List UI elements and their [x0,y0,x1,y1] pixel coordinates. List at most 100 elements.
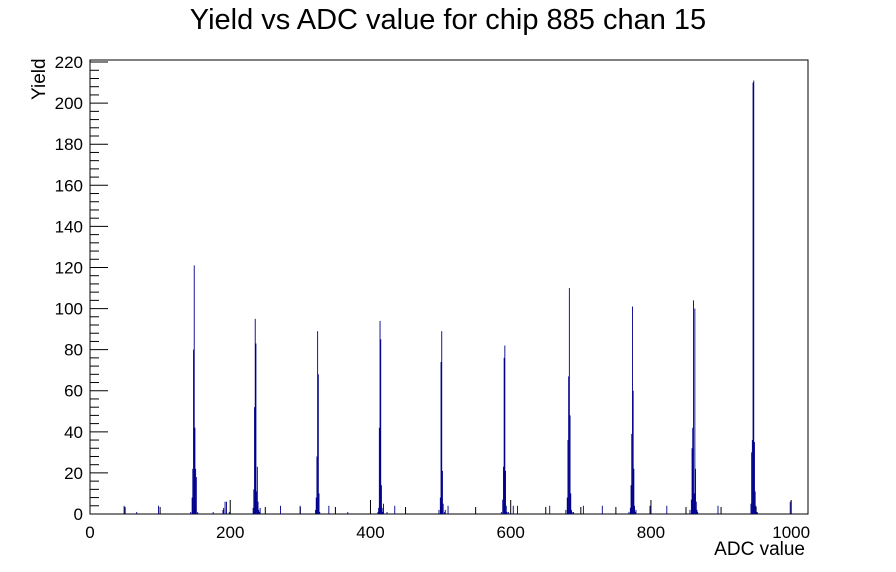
histogram-bar [195,477,197,514]
histogram-bar [755,505,757,514]
x-tick-label: 600 [497,523,525,542]
histogram-bar [697,511,699,514]
histogram-bar [380,485,382,514]
histogram-bar [280,505,281,514]
histogram-bar [631,433,633,514]
y-tick-label: 120 [55,258,83,277]
histogram-bar [512,505,514,514]
histogram-bar [567,440,569,514]
histogram-bar [601,505,603,514]
histogram-bar [256,466,258,514]
histogram-bar [629,507,631,514]
histogram-bar [752,82,754,514]
histogram-bar [634,505,636,514]
histogram-bar [695,501,697,514]
histogram-bar [649,505,651,514]
histogram-bar [635,509,637,514]
y-tick-label: 180 [55,135,83,154]
histogram-bar [383,503,384,514]
histogram-bars [123,80,791,515]
histogram-bar [195,468,197,514]
x-tick-label: 400 [356,523,384,542]
histogram-bar [504,345,506,514]
histogram-bar [447,505,449,514]
histogram-bar [566,497,568,514]
histogram-bar [690,499,692,514]
histogram-bar [258,511,260,514]
histogram-bar [753,80,755,515]
histogram-bar [190,511,192,514]
histogram-bar [549,505,551,514]
histogram-bar [347,511,349,514]
histogram-bar [380,339,382,514]
x-tick-label: 800 [637,523,665,542]
histogram-bar [502,466,504,514]
x-axis-label: ADC value [714,539,805,560]
histogram-bar [212,511,214,514]
x-axis: 0 200 400 600 800 1000 [85,500,810,542]
histogram-bar [505,470,506,514]
histogram-bar [317,374,319,514]
histogram-bar [628,511,630,514]
histogram-bar [751,440,753,514]
histogram-bar [252,507,254,514]
histogram-bar [444,509,446,514]
histogram-bar [691,448,693,514]
histogram-bar [328,505,330,514]
histogram-bar [378,507,380,514]
y-tick-label: 0 [74,505,83,524]
histogram-bar [228,511,230,514]
histogram-bar [254,318,256,514]
histogram-bar [500,511,502,514]
histogram-bar [223,507,225,514]
y-tick-label: 160 [55,176,83,195]
histogram-bar [582,505,584,514]
histogram-bar [568,288,570,514]
histogram-bar [378,427,380,514]
histogram-bar [259,507,261,514]
histogram-bar [695,468,697,514]
y-tick-label: 220 [55,53,83,72]
histogram-bar [694,308,696,514]
histogram-bar [226,501,227,514]
y-axis-label: Yield [29,58,50,100]
histogram-bar [379,320,381,514]
x-tick-label: 200 [216,523,244,542]
histogram-bar [439,497,441,514]
histogram-bar [444,511,445,514]
histogram-bar [633,468,635,514]
chart-title: Yield vs ADC value for chip 885 chan 15 [189,4,707,36]
histogram-bar [506,511,508,514]
histogram-bar [123,505,125,514]
histogram-bar [193,349,194,514]
histogram-bar [441,331,443,514]
plot-frame [89,59,809,515]
histogram-bar [503,357,505,514]
histogram-bar [756,511,758,514]
histogram-bar [192,468,194,514]
y-tick-label: 80 [64,341,83,360]
histogram-bar [571,511,573,514]
y-tick-label: 20 [64,464,83,483]
histogram-bar [197,511,199,514]
histogram-bar [630,485,632,514]
histogram-bar [191,497,193,514]
histogram-bar [634,511,636,514]
histogram-bar [632,306,633,514]
histogram-bar [442,503,444,514]
histogram-bar [319,511,321,514]
histogram-bar [136,511,138,514]
histogram-bar [789,501,791,514]
histogram-bar [573,511,575,514]
histogram-bar [253,489,255,514]
histogram-bar [693,493,695,514]
x-tick-label: 0 [85,523,94,542]
histogram-bar [194,427,196,514]
histogram-bar [158,505,159,514]
histogram-bar [666,505,668,514]
y-minor-ticks [90,69,99,507]
histogram-bar [193,265,195,514]
y-tick-label: 200 [55,94,83,113]
histogram-bar [565,509,567,514]
